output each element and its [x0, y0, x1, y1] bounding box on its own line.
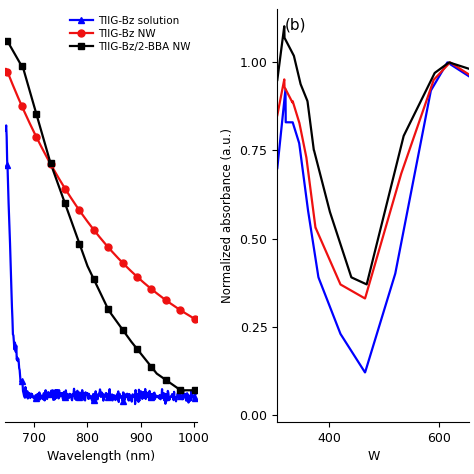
X-axis label: Wavelength (nm): Wavelength (nm)	[46, 450, 155, 463]
Y-axis label: Normalized absorbance (a.u.): Normalized absorbance (a.u.)	[221, 128, 234, 303]
X-axis label: W: W	[367, 450, 380, 463]
Legend: TIIG-Bz solution, TIIG-Bz NW, TIIG-Bz/2-BBA NW: TIIG-Bz solution, TIIG-Bz NW, TIIG-Bz/2-…	[65, 11, 195, 56]
Text: (b): (b)	[285, 18, 307, 33]
